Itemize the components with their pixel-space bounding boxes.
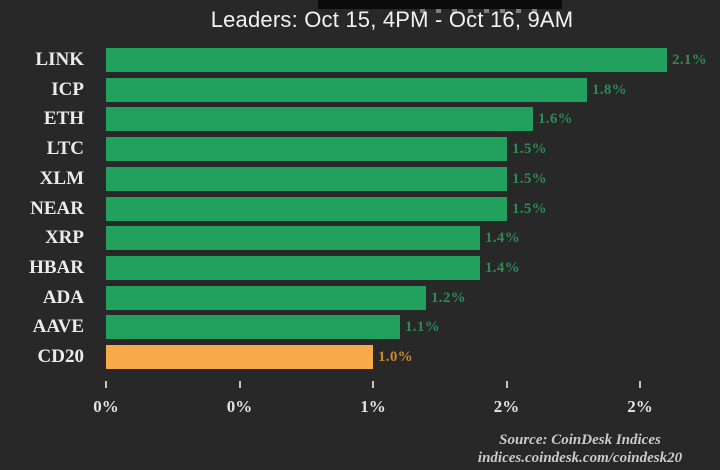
bar-value-label: 1.8% bbox=[592, 82, 627, 98]
bar bbox=[106, 286, 426, 310]
bar-category-label: ADA bbox=[42, 287, 84, 308]
bar-value-label: 1.5% bbox=[512, 171, 547, 187]
bar-value-label: 1.4% bbox=[485, 260, 520, 276]
axis-tick-mark bbox=[639, 381, 641, 388]
axis-tick-label: 0% bbox=[93, 397, 119, 416]
axis-tick-label: 2% bbox=[493, 397, 520, 416]
source-caption: Source: CoinDesk Indices indices.coindes… bbox=[440, 431, 720, 467]
redacted-title-fragments-icon bbox=[420, 9, 546, 13]
bar-category-label: ICP bbox=[51, 79, 84, 100]
bar-value-label: 2.1% bbox=[672, 52, 707, 68]
axis-tick-mark bbox=[105, 381, 107, 388]
axis-tick-mark bbox=[238, 381, 241, 388]
bar bbox=[106, 197, 507, 221]
bar-category-label: HBAR bbox=[29, 257, 84, 278]
bar bbox=[106, 226, 480, 250]
bar bbox=[106, 78, 587, 102]
bar-category-label: LTC bbox=[46, 138, 84, 159]
axis-tick-label: 1% bbox=[360, 397, 386, 416]
bar-category-label: XRP bbox=[44, 227, 84, 248]
bar-category-label: AAVE bbox=[32, 316, 84, 337]
bar bbox=[106, 107, 533, 131]
axis-tick-label: 2% bbox=[627, 397, 653, 416]
bar-value-label: 1.2% bbox=[431, 290, 466, 306]
bar-category-label: NEAR bbox=[30, 198, 84, 219]
axis-tick-label: 0% bbox=[226, 397, 253, 416]
bar bbox=[106, 137, 507, 161]
bar bbox=[106, 48, 667, 72]
bar-value-label: 1.5% bbox=[512, 141, 547, 157]
bar bbox=[106, 167, 507, 191]
axis-tick-mark bbox=[505, 381, 508, 388]
bar bbox=[106, 256, 480, 280]
source-line-2: indices.coindesk.com/coindesk20 bbox=[477, 450, 683, 466]
bar-category-label: XLM bbox=[39, 168, 84, 189]
bar-category-label: ETH bbox=[43, 108, 84, 129]
bar-value-label: 1.1% bbox=[405, 319, 440, 335]
axis-tick-mark bbox=[372, 381, 374, 388]
source-line-1: Source: CoinDesk Indices bbox=[499, 432, 661, 448]
bar-value-label: 1.6% bbox=[538, 111, 573, 127]
bar-value-label: 1.5% bbox=[512, 201, 547, 217]
bar-highlight bbox=[106, 345, 373, 369]
bar-category-label: LINK bbox=[35, 49, 84, 70]
bar-value-label: 1.0% bbox=[378, 349, 413, 365]
chart-title: Leaders: Oct 15, 4PM - Oct 16, 9AM bbox=[210, 7, 574, 32]
bar bbox=[106, 315, 400, 339]
bar-category-label: CD20 bbox=[37, 346, 84, 367]
bar-value-label: 1.4% bbox=[485, 230, 520, 246]
redacted-title-bar bbox=[318, 0, 562, 9]
